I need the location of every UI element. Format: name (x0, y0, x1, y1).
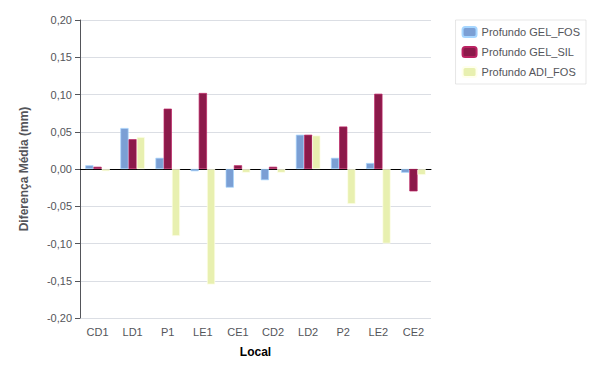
svg-text:Profundo ADI_FOS: Profundo ADI_FOS (482, 66, 576, 78)
svg-text:LD1: LD1 (123, 326, 143, 338)
svg-text:CE1: CE1 (227, 326, 248, 338)
svg-text:CD1: CD1 (87, 326, 109, 338)
svg-text:LD2: LD2 (298, 326, 318, 338)
svg-text:-0,10: -0,10 (47, 238, 72, 250)
svg-text:Profundo GEL_SIL: Profundo GEL_SIL (482, 46, 574, 58)
svg-text:P2: P2 (337, 326, 350, 338)
svg-text:-0,20: -0,20 (47, 312, 72, 324)
svg-text:0,10: 0,10 (51, 89, 72, 101)
svg-text:LE1: LE1 (193, 326, 213, 338)
svg-text:-0,05: -0,05 (47, 200, 72, 212)
svg-text:0,20: 0,20 (51, 14, 72, 26)
svg-text:Local: Local (240, 345, 271, 359)
svg-text:Profundo GEL_FOS: Profundo GEL_FOS (482, 26, 580, 38)
svg-text:0,00: 0,00 (51, 163, 72, 175)
svg-text:CD2: CD2 (262, 326, 284, 338)
svg-text:CE2: CE2 (403, 326, 424, 338)
svg-text:-0,15: -0,15 (47, 275, 72, 287)
svg-text:0,15: 0,15 (51, 51, 72, 63)
svg-text:LE2: LE2 (369, 326, 389, 338)
svg-text:0,05: 0,05 (51, 126, 72, 138)
svg-text:Diferença Média (mm): Diferença Média (mm) (17, 107, 31, 232)
svg-text:P1: P1 (161, 326, 174, 338)
